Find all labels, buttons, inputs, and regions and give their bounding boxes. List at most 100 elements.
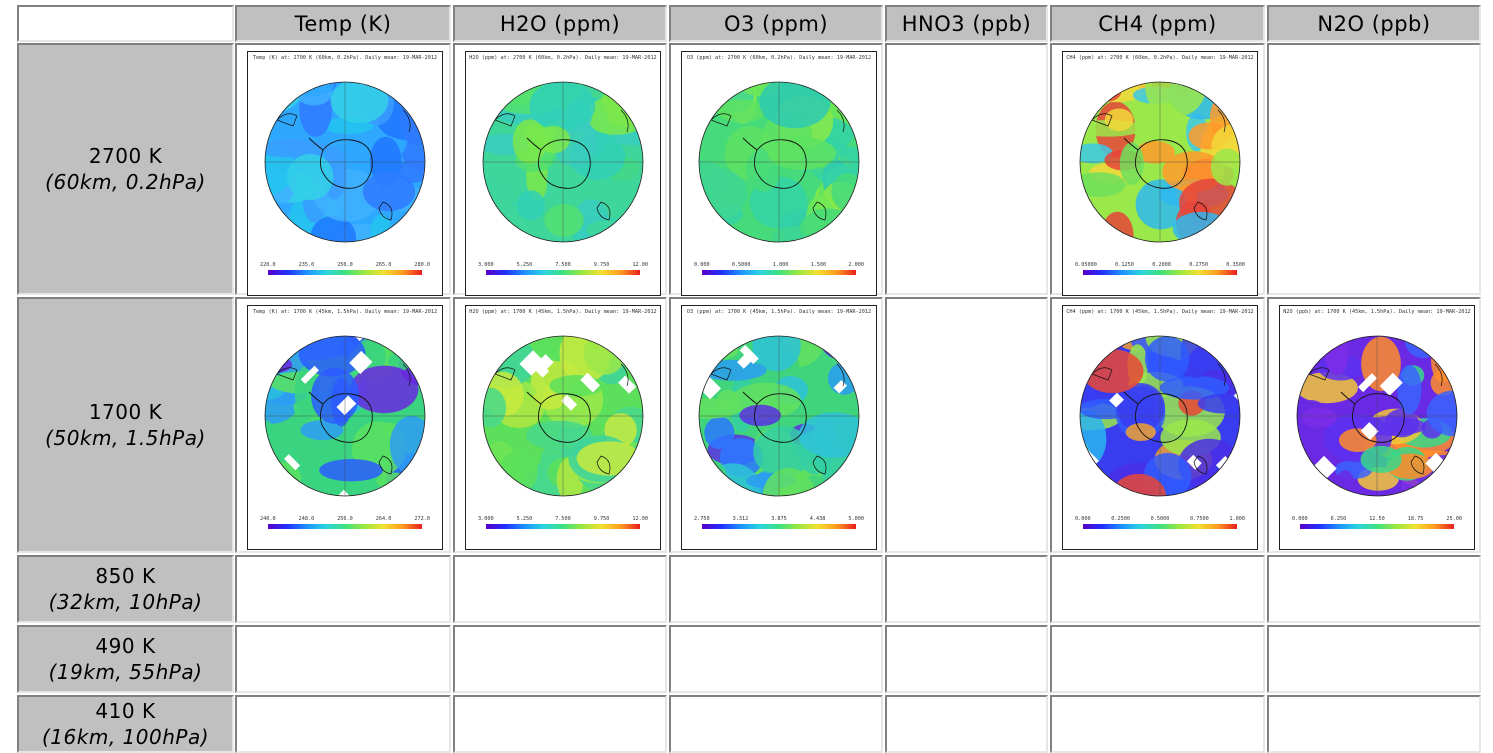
map-field-patch xyxy=(1116,383,1165,432)
map-plot-cell[interactable]: O3 (ppm) at: 2700 K (60km, 0.2hPa). Dail… xyxy=(669,43,883,296)
map-plot-cell[interactable]: N2O (ppb) at: 1700 K (45km, 1.5hPa). Dai… xyxy=(1267,297,1481,553)
row-level-label: 850 K xyxy=(95,564,156,588)
map-field-patch xyxy=(544,204,584,237)
row-altitude-label: (16km, 100hPa) xyxy=(42,725,209,749)
row-altitude-label: (60km, 0.2hPa) xyxy=(45,170,206,194)
table-cell xyxy=(1050,555,1265,623)
colorbar-tick-label: 1.000 xyxy=(1229,516,1245,522)
polar-globe-map xyxy=(698,335,860,497)
missing-data-gap xyxy=(580,372,601,393)
colorbar-tick-label: 240.0 xyxy=(260,516,276,522)
colorbar-tick-label: 0.2500 xyxy=(1111,516,1130,522)
map-plot-cell[interactable]: Temp (K) at: 2700 K (60km, 0.2hPa). Dail… xyxy=(235,43,451,296)
polar-globe-map xyxy=(1079,81,1241,243)
plot-title: H2O (ppm) at: 2700 K (60km, 0.2hPa). Dai… xyxy=(469,55,657,61)
map-field-patch xyxy=(1219,220,1240,242)
colorbar-tick-label: 1.500 xyxy=(810,262,827,268)
colorbar-tick-label: 0.1250 xyxy=(1115,262,1134,268)
antarctica-outline xyxy=(1123,391,1188,443)
colorbar-tick-label: 3.000 xyxy=(478,262,494,268)
map-field-patch xyxy=(1125,423,1156,441)
table-cell xyxy=(235,695,451,753)
colorbar-tick-label: 18.75 xyxy=(1407,516,1424,522)
map-field-patch xyxy=(1119,142,1144,185)
colorbar-ticks: 2.750 3.312 3.875 4.438 5.000 xyxy=(694,516,864,522)
missing-data-gap xyxy=(1379,372,1403,396)
polar-map-plot[interactable]: O3 (ppm) at: 1700 K (45km, 1.5hPa). Dail… xyxy=(681,305,877,550)
map-field-patch xyxy=(265,82,303,99)
polar-map-plot[interactable]: H2O (ppm) at: 2700 K (60km, 0.2hPa). Dai… xyxy=(465,51,661,296)
map-field-patch xyxy=(799,208,859,242)
table-cell xyxy=(1050,695,1265,753)
row-header: 850 K (32km, 10hPa) xyxy=(17,555,234,623)
colorbar-tick-label: 220.0 xyxy=(260,262,276,268)
map-field-patch xyxy=(717,389,740,411)
map-field-patch xyxy=(330,82,389,124)
row-header: 410 K (16km, 100hPa) xyxy=(17,695,234,753)
colorbar-tick-label: 256.0 xyxy=(337,516,353,522)
colorbar xyxy=(702,524,856,529)
map-plot-cell[interactable]: Temp (K) at: 1700 K (45km, 1.5hPa). Dail… xyxy=(235,297,451,553)
map-plot-cell[interactable]: O3 (ppm) at: 1700 K (45km, 1.5hPa). Dail… xyxy=(669,297,883,553)
map-field-patch xyxy=(1210,148,1240,186)
globe-rim xyxy=(1079,335,1241,497)
polar-globe-map xyxy=(482,335,644,497)
map-plot-cell[interactable]: CH4 (ppm) at: 1700 K (45km, 1.5hPa). Dai… xyxy=(1050,297,1265,553)
map-field-patch xyxy=(287,153,334,201)
polar-map-plot[interactable]: O3 (ppm) at: 2700 K (60km, 0.2hPa). Dail… xyxy=(681,51,877,296)
coastline-outline xyxy=(710,109,845,221)
table-cell xyxy=(1267,43,1481,295)
missing-data-gap xyxy=(1109,392,1124,408)
globe-rim xyxy=(482,335,644,497)
map-field-patch xyxy=(537,125,570,154)
colorbar xyxy=(486,270,640,275)
polar-map-plot[interactable]: N2O (ppb) at: 1700 K (45km, 1.5hPa). Dai… xyxy=(1279,305,1475,550)
table-cell xyxy=(453,695,667,753)
coastline-outline xyxy=(1308,363,1443,475)
map-field-patch xyxy=(1397,364,1422,415)
polar-map-plot[interactable]: Temp (K) at: 1700 K (45km, 1.5hPa). Dail… xyxy=(247,305,443,550)
table-cell xyxy=(885,555,1048,623)
colorbar xyxy=(1083,270,1237,275)
polar-map-plot[interactable]: CH4 (ppm) at: 1700 K (45km, 1.5hPa). Dai… xyxy=(1062,305,1258,550)
colorbar-tick-label: 25.00 xyxy=(1446,516,1462,522)
row-level-label: 410 K xyxy=(95,699,156,723)
polar-globe-map xyxy=(264,81,426,243)
map-field-patch xyxy=(483,336,529,346)
row-altitude-label: (32km, 10hPa) xyxy=(48,590,203,614)
colorbar-tick-label: 0.3500 xyxy=(1226,262,1245,268)
colorbar xyxy=(268,524,422,529)
missing-data-gap xyxy=(300,365,319,384)
map-field-patch xyxy=(762,468,816,496)
colorbar-ticks: 240.0 248.0 256.0 264.0 272.0 xyxy=(260,516,430,522)
colorbar xyxy=(486,524,640,529)
map-plot-cell[interactable]: CH4 (ppm) at: 2700 K (60km, 0.2hPa). Dai… xyxy=(1050,43,1265,296)
missing-data-gap xyxy=(331,489,352,496)
table-cell xyxy=(1267,695,1481,753)
map-field-patch xyxy=(739,404,781,427)
polar-map-plot[interactable]: H2O (ppm) at: 1700 K (45km, 1.5hPa). Dai… xyxy=(465,305,661,550)
colorbar-ticks: 0.05000 0.1250 0.2000 0.2750 0.3500 xyxy=(1075,262,1245,268)
colorbar-tick-label: 5.250 xyxy=(516,262,533,268)
polar-map-plot[interactable]: Temp (K) at: 2700 K (60km, 0.2hPa). Dail… xyxy=(247,51,443,296)
map-plot-cell[interactable]: H2O (ppm) at: 1700 K (45km, 1.5hPa). Dai… xyxy=(453,297,667,553)
row-altitude-label: (19km, 55hPa) xyxy=(48,660,203,684)
row-level-label: 2700 K xyxy=(88,144,163,168)
table-cell xyxy=(1267,625,1481,693)
polar-globe-map xyxy=(1296,335,1458,497)
map-field-patch xyxy=(526,420,593,450)
colorbar-tick-label: 264.0 xyxy=(375,516,392,522)
map-field-patch xyxy=(1301,407,1337,428)
map-field-patch xyxy=(717,99,766,123)
coastline-outline xyxy=(494,109,629,221)
table-cell xyxy=(453,555,667,623)
colorbar-tick-label: 0.5000 xyxy=(1150,516,1170,522)
colorbar-ticks: 220.0 235.0 250.0 265.0 280.0 xyxy=(260,262,430,268)
colorbar-tick-label: 12.50 xyxy=(1369,516,1385,522)
column-header: H2O (ppm) xyxy=(453,5,667,42)
map-plot-cell[interactable]: H2O (ppm) at: 2700 K (60km, 0.2hPa). Dai… xyxy=(453,43,667,296)
missing-data-gap xyxy=(561,394,578,411)
polar-map-plot[interactable]: CH4 (ppm) at: 2700 K (60km, 0.2hPa). Dai… xyxy=(1062,51,1258,296)
colorbar-tick-label: 0.7500 xyxy=(1190,516,1209,522)
table-cell xyxy=(1050,625,1265,693)
